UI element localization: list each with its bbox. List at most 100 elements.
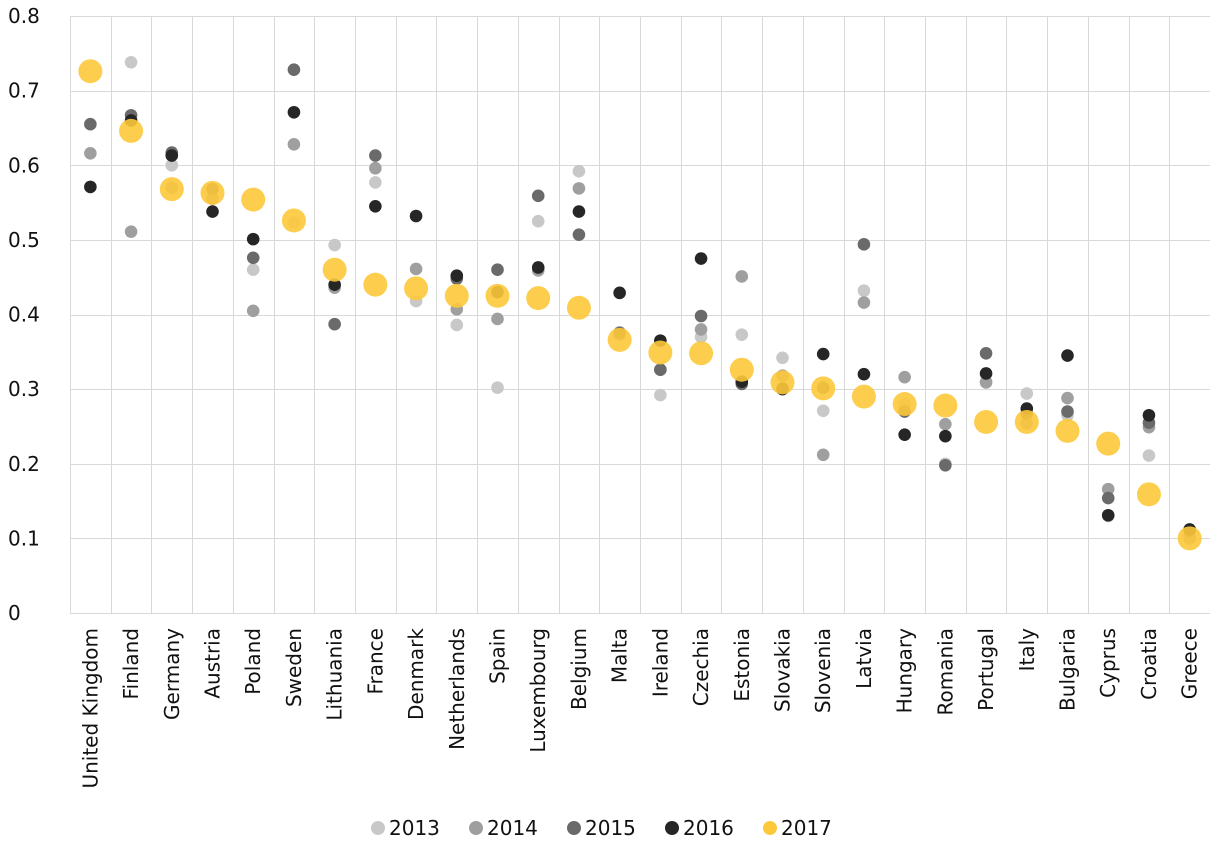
x-tick-label: France [363,628,387,695]
data-point [491,381,504,394]
y-tick-label: 0.8 [8,4,40,28]
x-tick-label: Latvia [852,628,876,689]
data-point [1136,482,1161,507]
data-point [735,328,749,341]
x-tick-label: Austria [201,628,225,699]
legend-item: 2014 [469,816,538,840]
x-tick-label: Spain [486,628,510,684]
data-point [450,269,464,282]
data-point [78,59,103,84]
data-point [84,117,97,131]
data-point [694,309,708,323]
legend-item: 2013 [371,816,440,840]
data-point [572,205,586,218]
x-tick-label: Finland [119,628,143,699]
x-tick-label: Malta [608,628,632,683]
legend-marker [665,821,679,835]
data-point [694,323,708,336]
data-point [694,252,708,265]
data-point [816,448,830,462]
data-point [1061,391,1074,405]
data-point [572,182,586,195]
data-point [572,164,586,178]
data-point [369,199,382,213]
series-2015 [84,63,1196,538]
x-tick-label: Germany [160,628,184,720]
x-tick-label: Czechia [689,628,713,706]
data-point [689,341,714,366]
x-tick-label: Portugal [974,628,998,711]
data-point [281,208,306,233]
data-point [124,55,138,69]
data-point [246,304,260,318]
data-point [974,409,999,434]
legend-item: 2015 [567,816,636,840]
data-point [857,296,871,309]
x-tick-label: Slovenia [811,628,835,713]
data-point [409,262,423,276]
data-point [654,388,667,402]
x-tick-label: Belgium [567,628,591,710]
y-tick-label: 0.3 [8,377,40,401]
data-point [531,189,545,203]
x-tick-label: Poland [241,628,265,695]
data-point [246,251,260,265]
data-point [287,105,301,119]
y-tick-label: 0.6 [8,153,40,177]
data-point [898,428,911,441]
x-tick-label: Luxembourg [526,628,550,753]
data-point [566,295,591,320]
data-point [206,205,219,218]
data-point [979,376,993,389]
data-point [979,347,993,360]
data-point [939,458,952,472]
data-point [1101,482,1115,496]
x-tick-label: Lithuania [323,628,347,721]
data-point [328,278,341,291]
data-point [857,367,871,381]
x-tick-label: Hungary [893,628,917,714]
data-point [857,284,871,297]
x-tick-label: Cyprus [1096,628,1120,698]
data-point [1061,405,1074,418]
data-point [119,118,144,143]
data-point [613,286,626,300]
data-point [1020,387,1034,400]
x-tick-label: United Kingdom [78,628,102,789]
legend-label: 2015 [585,816,636,840]
data-point [246,232,260,246]
data-point [654,363,667,377]
legend-item: 2017 [763,816,832,840]
y-tick-label: 0.1 [8,526,40,550]
data-point [322,257,347,282]
data-point [491,263,504,277]
data-point [200,180,225,205]
data-point [165,158,179,172]
data-point [246,263,260,277]
legend-label: 2016 [683,816,734,840]
data-point [84,147,97,160]
data-point [939,417,952,431]
data-point [404,276,429,301]
data-point [287,138,301,151]
x-tick-label: Greece [1178,628,1202,699]
x-tick-label: Sweden [282,628,306,707]
data-point [770,370,795,395]
data-point [328,317,341,331]
data-point [816,404,830,418]
legend-label: 2013 [389,816,440,840]
data-point [607,327,632,352]
x-tick-label: Ireland [648,628,672,697]
legend-label: 2014 [487,816,538,840]
data-point [1061,349,1074,362]
data-point [165,149,179,162]
series-2013 [124,55,1156,523]
data-point [124,225,138,238]
y-axis-ticks: 0 0.1 0.2 0.3 0.4 0.5 0.6 0.7 0.8 [8,4,40,625]
data-point [933,393,958,418]
data-point [485,283,510,308]
x-tick-label: Denmark [404,628,428,720]
data-point [979,367,993,380]
data-point [287,63,301,77]
